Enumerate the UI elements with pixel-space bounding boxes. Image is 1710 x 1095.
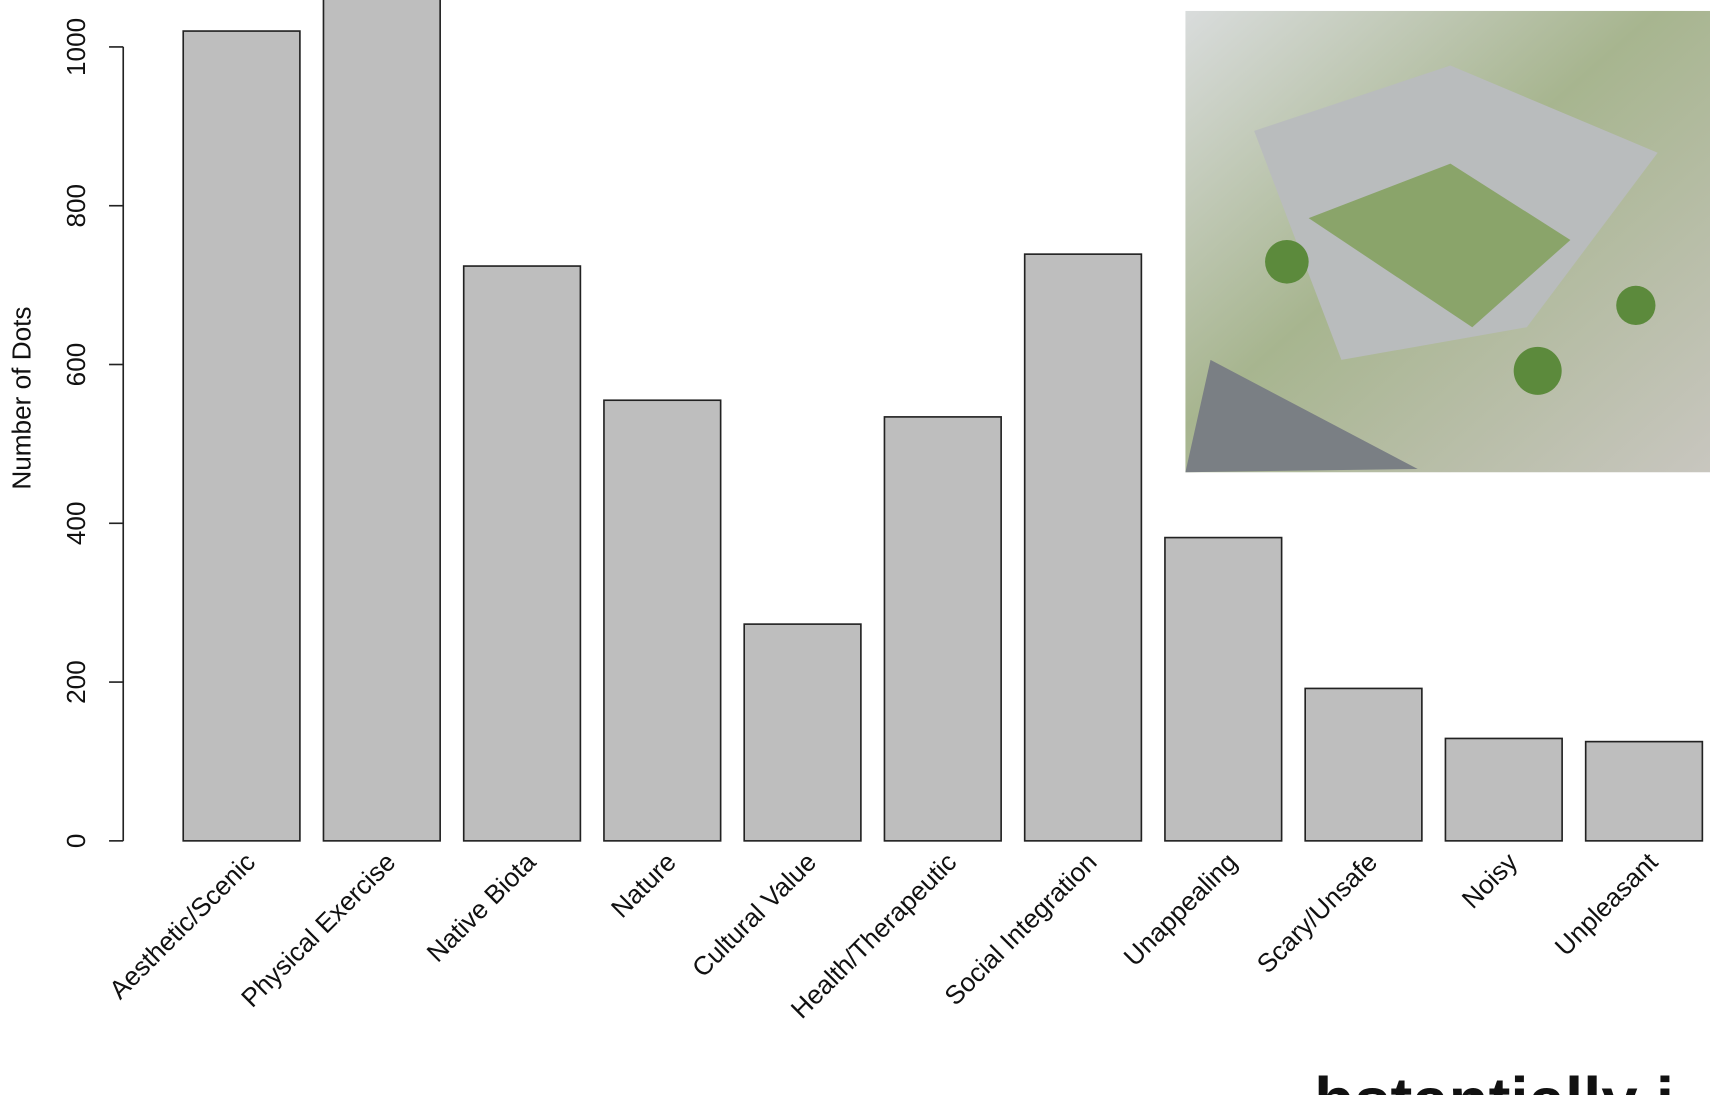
x-tick-label: Physical Exercise [235, 847, 401, 1013]
bar [883, 416, 1002, 842]
y-tick-label: 800 [61, 184, 91, 228]
bar [182, 30, 301, 842]
x-tick-label: Noisy [1456, 846, 1524, 914]
y-tick-label: 400 [61, 501, 91, 545]
bar [1023, 253, 1143, 842]
bar [322, 0, 441, 842]
x-tick-label: Aesthetic/Scenic [103, 847, 261, 1005]
x-tick-label: Nature [605, 847, 682, 924]
y-tick-label: 1000 [61, 18, 91, 76]
overlay-text: bstantially i [1314, 1064, 1674, 1095]
y-tick-label: 600 [61, 343, 91, 387]
bar [1304, 687, 1423, 842]
y-tick-label: 200 [61, 660, 91, 704]
bar [1444, 737, 1563, 842]
x-tick-label: Cultural Value [686, 847, 822, 983]
y-axis-title: Number of Dots [7, 307, 37, 490]
x-tick-label: Unpleasant [1549, 846, 1664, 961]
x-tick-label: Native Biota [421, 846, 542, 967]
bar [1164, 536, 1283, 842]
y-tick-label: 0 [61, 834, 91, 849]
photo [1185, 10, 1710, 473]
bar [462, 265, 582, 842]
x-tick-label: Unappealing [1118, 847, 1243, 972]
bar [1584, 740, 1704, 842]
bar [743, 623, 862, 842]
bar [603, 399, 722, 842]
x-tick-label: Scary/Unsafe [1251, 847, 1383, 979]
x-tick-label: Social Integration [938, 847, 1102, 1011]
